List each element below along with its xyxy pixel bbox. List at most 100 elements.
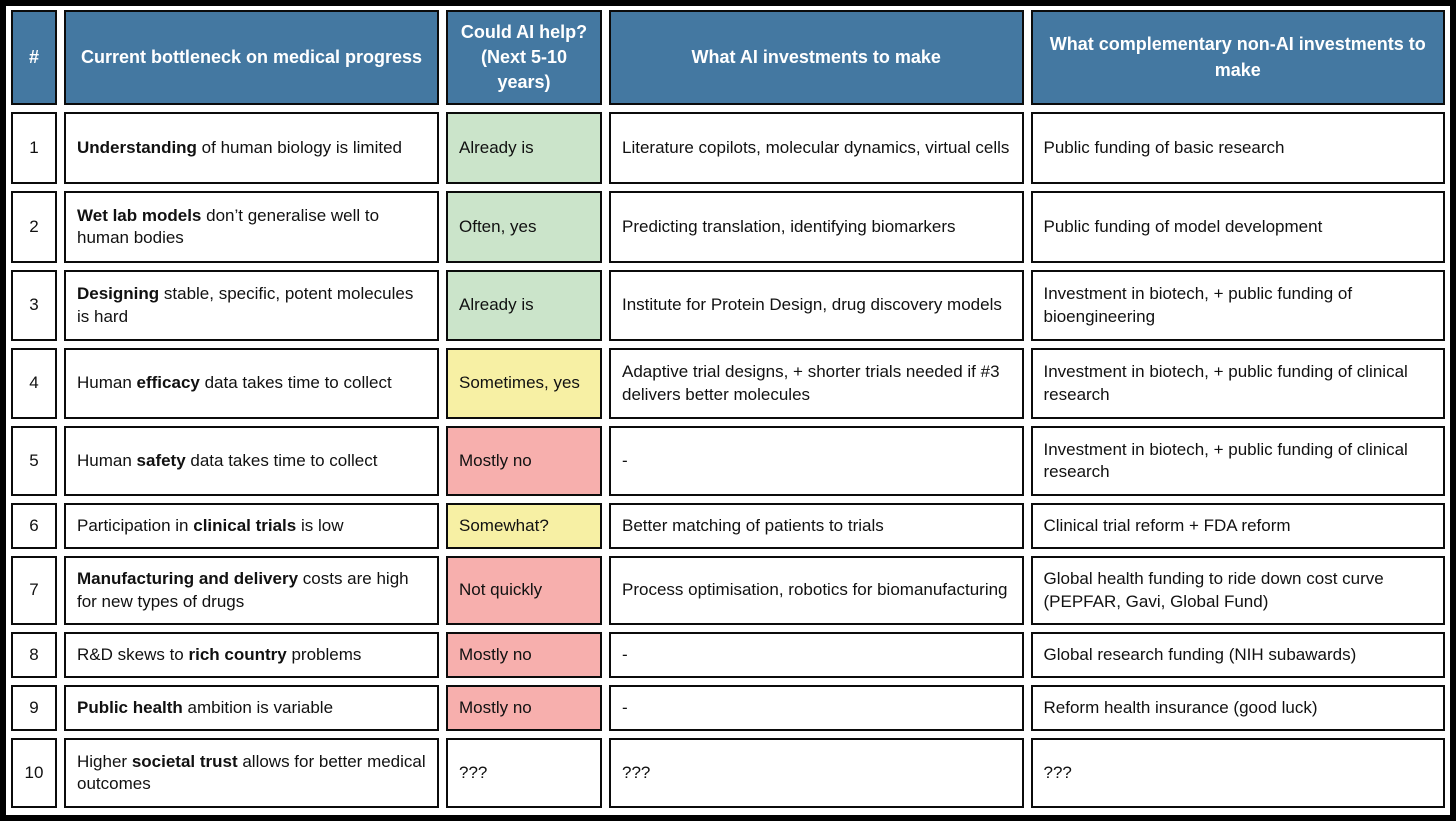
bottleneck-plain-text: costs are high for new types of drugs — [77, 569, 409, 611]
ai-help-text: Not quickly — [459, 580, 543, 600]
ai-investments-cell: Predicting translation, identifying biom… — [609, 191, 1024, 263]
bottleneck-bold-text: Wet lab models — [77, 205, 202, 225]
ai-help-cell: ??? — [446, 738, 602, 808]
non-ai-investments-text: Global research funding (NIH subawards) — [1043, 644, 1357, 664]
ai-help-text: Mostly no — [459, 450, 532, 470]
ai-investments-cell: Institute for Protein Design, drug disco… — [609, 270, 1024, 341]
ai-investments-cell: - — [609, 685, 1024, 731]
bottleneck-bold-text: safety — [136, 450, 186, 470]
ai-help-cell: Mostly no — [446, 632, 602, 678]
bottleneck-bold-text: Designing — [77, 284, 160, 304]
header-ai-help: Could AI help? (Next 5-10 years) — [446, 10, 602, 105]
bottleneck-bold-text: clinical trials — [193, 515, 297, 535]
bottleneck-text: Understanding of human biology is limite… — [77, 137, 402, 159]
ai-help-cell: Somewhat? — [446, 503, 602, 549]
ai-investments-text: ??? — [622, 762, 651, 782]
bottleneck-text: Wet lab models don’t generalise well to … — [77, 205, 426, 249]
ai-help-cell: Already is — [446, 270, 602, 341]
ai-help-text: Mostly no — [459, 697, 532, 717]
bottleneck-cell: Designing stable, specific, potent molec… — [64, 270, 439, 341]
row-number-cell: 9 — [11, 685, 57, 731]
ai-investments-cell: Process optimisation, robotics for bioma… — [609, 556, 1024, 625]
non-ai-investments-text: Public funding of model development — [1043, 216, 1323, 236]
bottleneck-text: Manufacturing and delivery costs are hig… — [77, 568, 426, 612]
header-non-ai-investments: What complementary non-AI investments to… — [1030, 10, 1445, 105]
row-number-cell: 6 — [11, 503, 57, 549]
non-ai-investments-text: Investment in biotech, + public funding … — [1043, 362, 1408, 404]
bottleneck-cell: Participation in clinical trials is low — [64, 503, 439, 549]
bottleneck-plain-text: Human — [77, 373, 137, 393]
bottleneck-text: Higher societal trust allows for better … — [77, 751, 426, 795]
non-ai-investments-text: Public funding of basic research — [1043, 137, 1285, 157]
ai-help-cell: Already is — [446, 112, 602, 184]
bottleneck-plain-text: problems — [286, 644, 362, 664]
bottleneck-cell: Wet lab models don’t generalise well to … — [64, 191, 439, 263]
non-ai-investments-cell: Public funding of basic research — [1030, 112, 1445, 184]
non-ai-investments-cell: ??? — [1030, 738, 1445, 808]
ai-investments-cell: Better matching of patients to trials — [609, 503, 1024, 549]
ai-investments-text: - — [622, 450, 628, 470]
bottleneck-bold-text: Manufacturing and delivery — [77, 569, 299, 589]
bottleneck-cell: Manufacturing and delivery costs are hig… — [64, 556, 439, 625]
header-ai-investments: What AI investments to make — [609, 10, 1024, 105]
ai-investments-text: Better matching of patients to trials — [622, 515, 884, 535]
bottleneck-text: Human safety data takes time to collect — [77, 450, 378, 472]
ai-help-text: Already is — [459, 295, 534, 315]
ai-help-text: Sometimes, yes — [459, 373, 580, 393]
non-ai-investments-text: Clinical trial reform + FDA reform — [1043, 515, 1291, 535]
row-number-cell: 4 — [11, 348, 57, 419]
bottleneck-plain-text: Higher — [77, 751, 132, 771]
row-number-cell: 2 — [11, 191, 57, 263]
ai-help-text: Often, yes — [459, 216, 537, 236]
ai-investments-text: Institute for Protein Design, drug disco… — [622, 295, 1002, 315]
ai-investments-text: Literature copilots, molecular dynamics,… — [622, 137, 1010, 157]
row-number-cell: 7 — [11, 556, 57, 625]
bottleneck-cell: Understanding of human biology is limite… — [64, 112, 439, 184]
bottleneck-cell: Human efficacy data takes time to collec… — [64, 348, 439, 419]
non-ai-investments-cell: Investment in biotech, + public funding … — [1030, 426, 1445, 496]
ai-investments-text: Process optimisation, robotics for bioma… — [622, 580, 1008, 600]
ai-help-cell: Mostly no — [446, 426, 602, 496]
bottleneck-cell: Public health ambition is variable — [64, 685, 439, 731]
bottleneck-bold-text: rich country — [188, 644, 287, 664]
ai-investments-cell: ??? — [609, 738, 1024, 808]
header-bottleneck: Current bottleneck on medical progress — [64, 10, 439, 105]
row-number-cell: 8 — [11, 632, 57, 678]
bottleneck-plain-text: data takes time to collect — [199, 373, 392, 393]
bottleneck-text: Human efficacy data takes time to collec… — [77, 372, 392, 394]
ai-help-text: Already is — [459, 137, 534, 157]
bottleneck-plain-text: allows for better medical outcomes — [77, 751, 426, 793]
ai-help-cell: Often, yes — [446, 191, 602, 263]
bottleneck-plain-text: data takes time to collect — [185, 450, 378, 470]
bottleneck-bold-text: Public health — [77, 697, 183, 717]
bottleneck-bold-text: efficacy — [136, 373, 200, 393]
non-ai-investments-cell: Public funding of model development — [1030, 191, 1445, 263]
ai-investments-cell: Literature copilots, molecular dynamics,… — [609, 112, 1024, 184]
bottleneck-bold-text: societal trust — [131, 751, 238, 771]
ai-help-cell: Sometimes, yes — [446, 348, 602, 419]
bottleneck-plain-text: ambition is variable — [182, 697, 334, 717]
bottleneck-cell: Higher societal trust allows for better … — [64, 738, 439, 808]
bottleneck-plain-text: R&D skews to — [77, 644, 189, 664]
bottleneck-plain-text: Human — [77, 450, 137, 470]
non-ai-investments-cell: Global research funding (NIH subawards) — [1030, 632, 1445, 678]
non-ai-investments-text: Reform health insurance (good luck) — [1043, 697, 1318, 717]
non-ai-investments-text: Global health funding to ride down cost … — [1043, 569, 1384, 611]
ai-help-text: Somewhat? — [459, 515, 549, 535]
non-ai-investments-text: Investment in biotech, + public funding … — [1043, 284, 1353, 326]
non-ai-investments-text: ??? — [1043, 762, 1072, 782]
ai-help-cell: Not quickly — [446, 556, 602, 625]
ai-investments-cell: - — [609, 426, 1024, 496]
row-number-cell: 5 — [11, 426, 57, 496]
bottleneck-text: Public health ambition is variable — [77, 697, 333, 719]
ai-investments-cell: - — [609, 632, 1024, 678]
ai-investments-text: Predicting translation, identifying biom… — [622, 216, 956, 236]
bottleneck-plain-text: is low — [296, 515, 344, 535]
ai-investments-text: Adaptive trial designs, + shorter trials… — [622, 362, 1000, 404]
ai-investments-cell: Adaptive trial designs, + shorter trials… — [609, 348, 1024, 419]
bottleneck-plain-text: Participation in — [77, 515, 194, 535]
non-ai-investments-cell: Investment in biotech, + public funding … — [1030, 270, 1445, 341]
bottleneck-text: R&D skews to rich country problems — [77, 644, 361, 666]
ai-help-text: ??? — [459, 762, 488, 782]
